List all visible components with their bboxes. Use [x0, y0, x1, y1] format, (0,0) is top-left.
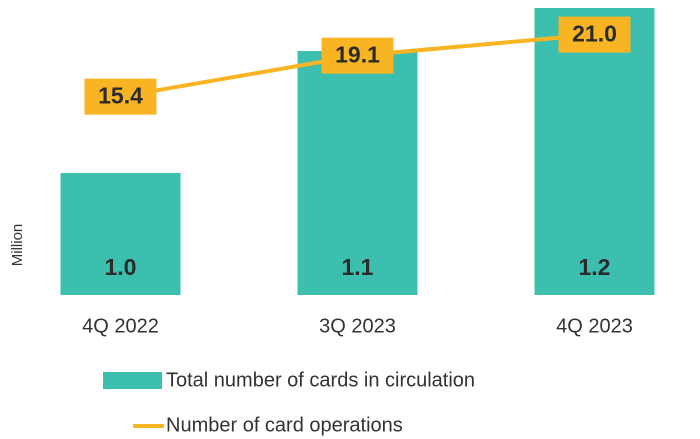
x-tick-label: 4Q 2022 — [82, 315, 159, 337]
value-label-box — [84, 78, 157, 115]
legend-label: Total number of cards in circulation — [166, 369, 475, 391]
value-label-box — [321, 37, 394, 74]
bar-value-label: 1.0 — [105, 254, 137, 280]
x-tick-label: 3Q 2023 — [319, 315, 396, 337]
bar — [534, 8, 655, 295]
y-axis-label: Million — [9, 224, 26, 267]
value-label-box — [558, 16, 631, 53]
bar-value-label: 1.2 — [579, 254, 611, 280]
x-tick-label: 4Q 2023 — [556, 315, 633, 337]
bar — [297, 51, 418, 295]
bar — [60, 173, 181, 295]
bar-value-label: 1.1 — [342, 254, 374, 280]
legend-label: Number of card operations — [166, 414, 403, 436]
line-value-label: 21.0 — [572, 21, 617, 47]
line-value-label: 15.4 — [98, 83, 143, 109]
line-value-label: 19.1 — [335, 42, 380, 68]
legend-swatch-bar — [103, 372, 162, 389]
plot-area: 4Q 2022 3Q 2023 4Q 2023 1.0 1.1 1.2 15.4 19.1 21… — [60, 8, 655, 337]
